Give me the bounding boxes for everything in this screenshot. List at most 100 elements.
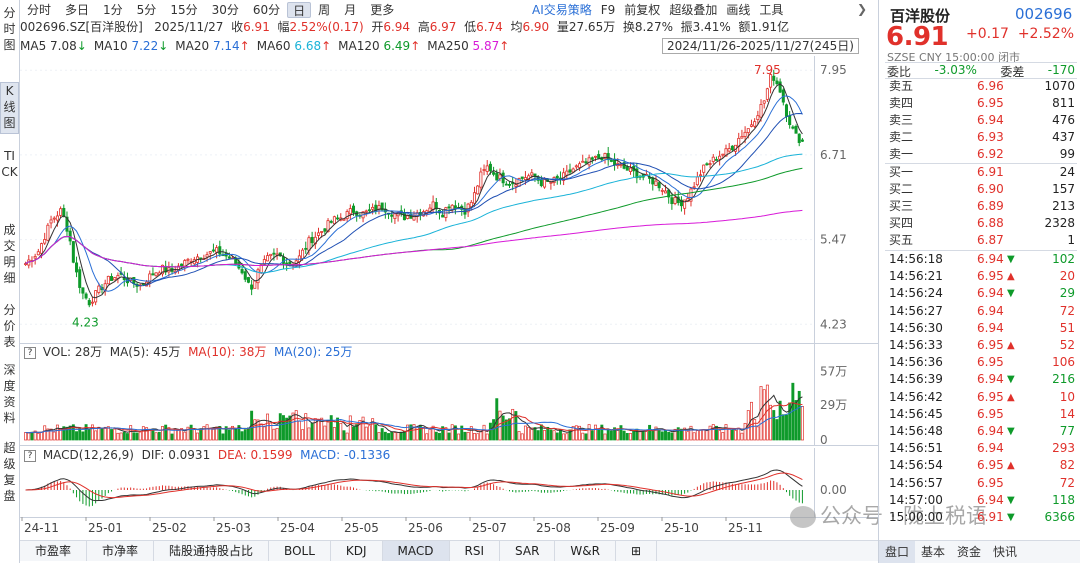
- sidebar-item-price-table[interactable]: 分价表: [3, 303, 16, 349]
- indicator-tab-9[interactable]: ⊞: [616, 541, 658, 561]
- sidebar-item-tick[interactable]: TICK: [1, 149, 18, 179]
- tab-3[interactable]: 5分: [136, 3, 157, 17]
- volume-bar: [648, 424, 652, 441]
- candle-body: [800, 139, 804, 142]
- help-icon[interactable]: ?: [24, 346, 36, 359]
- ai-strategy-button[interactable]: AI交易策略: [532, 3, 592, 17]
- low-label: 低: [464, 20, 477, 34]
- candle-body: [310, 237, 314, 244]
- volume-bar: [501, 415, 505, 441]
- candle-body: [332, 216, 336, 225]
- candle-body: [574, 165, 578, 168]
- tab-1[interactable]: 多日: [65, 3, 90, 17]
- tab-0[interactable]: 分时: [27, 3, 52, 17]
- candle-body: [364, 210, 368, 213]
- indicator-tab-7[interactable]: SAR: [500, 541, 556, 561]
- volume-bar: [240, 431, 244, 441]
- tick-price: 6.94: [977, 252, 1004, 266]
- tick-price: 6.95: [977, 475, 1004, 490]
- volume-bar: [705, 429, 709, 441]
- indicator-tab-0[interactable]: 市盈率: [20, 541, 88, 561]
- volume-bar: [364, 426, 368, 441]
- asks-label: 卖一: [889, 147, 914, 161]
- wc-label: 委差: [1000, 65, 1025, 79]
- tools-button[interactable]: 工具: [759, 3, 784, 17]
- indicator-tab-3[interactable]: BOLL: [269, 541, 331, 561]
- volume-bar: [689, 425, 693, 441]
- indicator-tab-5[interactable]: MACD: [382, 541, 450, 561]
- overlay-button[interactable]: 超级叠加: [669, 3, 718, 17]
- panel-tab-3[interactable]: 快讯: [993, 545, 1018, 559]
- macd-chart[interactable]: 0.00: [20, 448, 878, 518]
- panel-tab-0[interactable]: 盘口: [879, 541, 916, 563]
- watermark-text: 公众号 · 陇上税语: [820, 504, 988, 528]
- date-range-selector[interactable]: 2024/11/26-2025/11/27(245日): [662, 38, 859, 54]
- volume-bar: [145, 427, 149, 441]
- sidebar-item-deal-detail[interactable]: 成交明细: [3, 223, 16, 285]
- help-icon[interactable]: ?: [24, 449, 36, 462]
- candle-body: [581, 160, 585, 163]
- sidebar-item-timeshare[interactable]: 分时图: [3, 6, 16, 52]
- tick-row: 14:56:48 6.94 ▼ 77: [889, 423, 1075, 440]
- tab-8[interactable]: 周: [318, 3, 331, 17]
- candle-body: [348, 208, 352, 215]
- indicator-tab-1[interactable]: 市净率: [87, 541, 155, 561]
- candle-body: [320, 231, 324, 233]
- tick-row: 14:56:51 6.94 293: [889, 440, 1075, 457]
- volume-bar: [574, 425, 578, 441]
- indicator-tab-6[interactable]: RSI: [450, 541, 501, 561]
- candle-body: [237, 261, 241, 269]
- sidebar-item-replay[interactable]: 超级复盘: [3, 441, 16, 503]
- indicator-tab-8[interactable]: W&R: [555, 541, 616, 561]
- x-tick-label: 25-02: [152, 521, 187, 535]
- candle-body: [65, 216, 69, 232]
- tab-4[interactable]: 15分: [170, 3, 198, 17]
- tab-9[interactable]: 月: [344, 3, 357, 17]
- volume-bar: [113, 428, 117, 441]
- tab-7[interactable]: 日: [287, 2, 312, 18]
- tab-10[interactable]: 更多: [370, 3, 395, 17]
- volume-bar: [103, 426, 107, 441]
- candle-body: [479, 171, 483, 188]
- volume-bar: [192, 429, 196, 441]
- candle-body: [670, 197, 674, 205]
- tab-2[interactable]: 1分: [103, 3, 123, 17]
- indicator-tab-4[interactable]: KDJ: [331, 541, 383, 561]
- indicator-tab-2[interactable]: 陆股通持股占比: [154, 541, 270, 561]
- ma-name-2: MA20: [175, 39, 210, 53]
- volume-bar: [428, 429, 432, 441]
- chart-toolbar: AI交易策略 F9 前复权 超级叠加 画线 工具: [532, 2, 783, 18]
- volume-bar: [352, 426, 355, 441]
- draw-line-button[interactable]: 画线: [726, 3, 751, 17]
- tick-row: 14:57:00 6.94 ▼ 118: [889, 492, 1075, 509]
- kline-chart[interactable]: 7.95 6.71 5.47 4.23 7.95 4.23: [20, 56, 878, 344]
- volume-bar: [759, 386, 763, 441]
- volume-bar: [619, 425, 623, 441]
- sidebar-item-kline[interactable]: K线图: [0, 82, 19, 134]
- candle-body: [151, 273, 155, 276]
- tab-5[interactable]: 30分: [211, 3, 239, 17]
- ma-arrow-5: ↑: [499, 39, 510, 53]
- f9-button[interactable]: F9: [600, 3, 616, 17]
- volume-bar: [778, 400, 782, 441]
- bids-label: 买三: [889, 199, 914, 213]
- bids-label: 买四: [889, 216, 914, 230]
- tab-6[interactable]: 60分: [252, 3, 281, 17]
- volume-bar: [68, 425, 72, 441]
- candle-body: [211, 249, 215, 252]
- volume-bar: [100, 428, 104, 441]
- chevron-right-icon[interactable]: ❯: [857, 2, 868, 16]
- panel-tab-2[interactable]: 资金: [957, 545, 982, 559]
- panel-tab-1[interactable]: 基本: [921, 545, 946, 559]
- sidebar-item-depth-info[interactable]: 深度资料: [3, 363, 16, 425]
- fq-button[interactable]: 前复权: [624, 3, 661, 17]
- candle-body: [683, 199, 687, 209]
- candle-body: [514, 184, 518, 187]
- volume-chart[interactable]: 57万 29万 0: [20, 344, 878, 446]
- volume-bar: [231, 425, 234, 441]
- candle-body: [75, 262, 79, 273]
- volume-bar: [422, 426, 426, 441]
- volume-bar: [36, 433, 40, 441]
- stock-name: 百洋股份: [890, 7, 951, 25]
- volume-bar: [781, 414, 785, 441]
